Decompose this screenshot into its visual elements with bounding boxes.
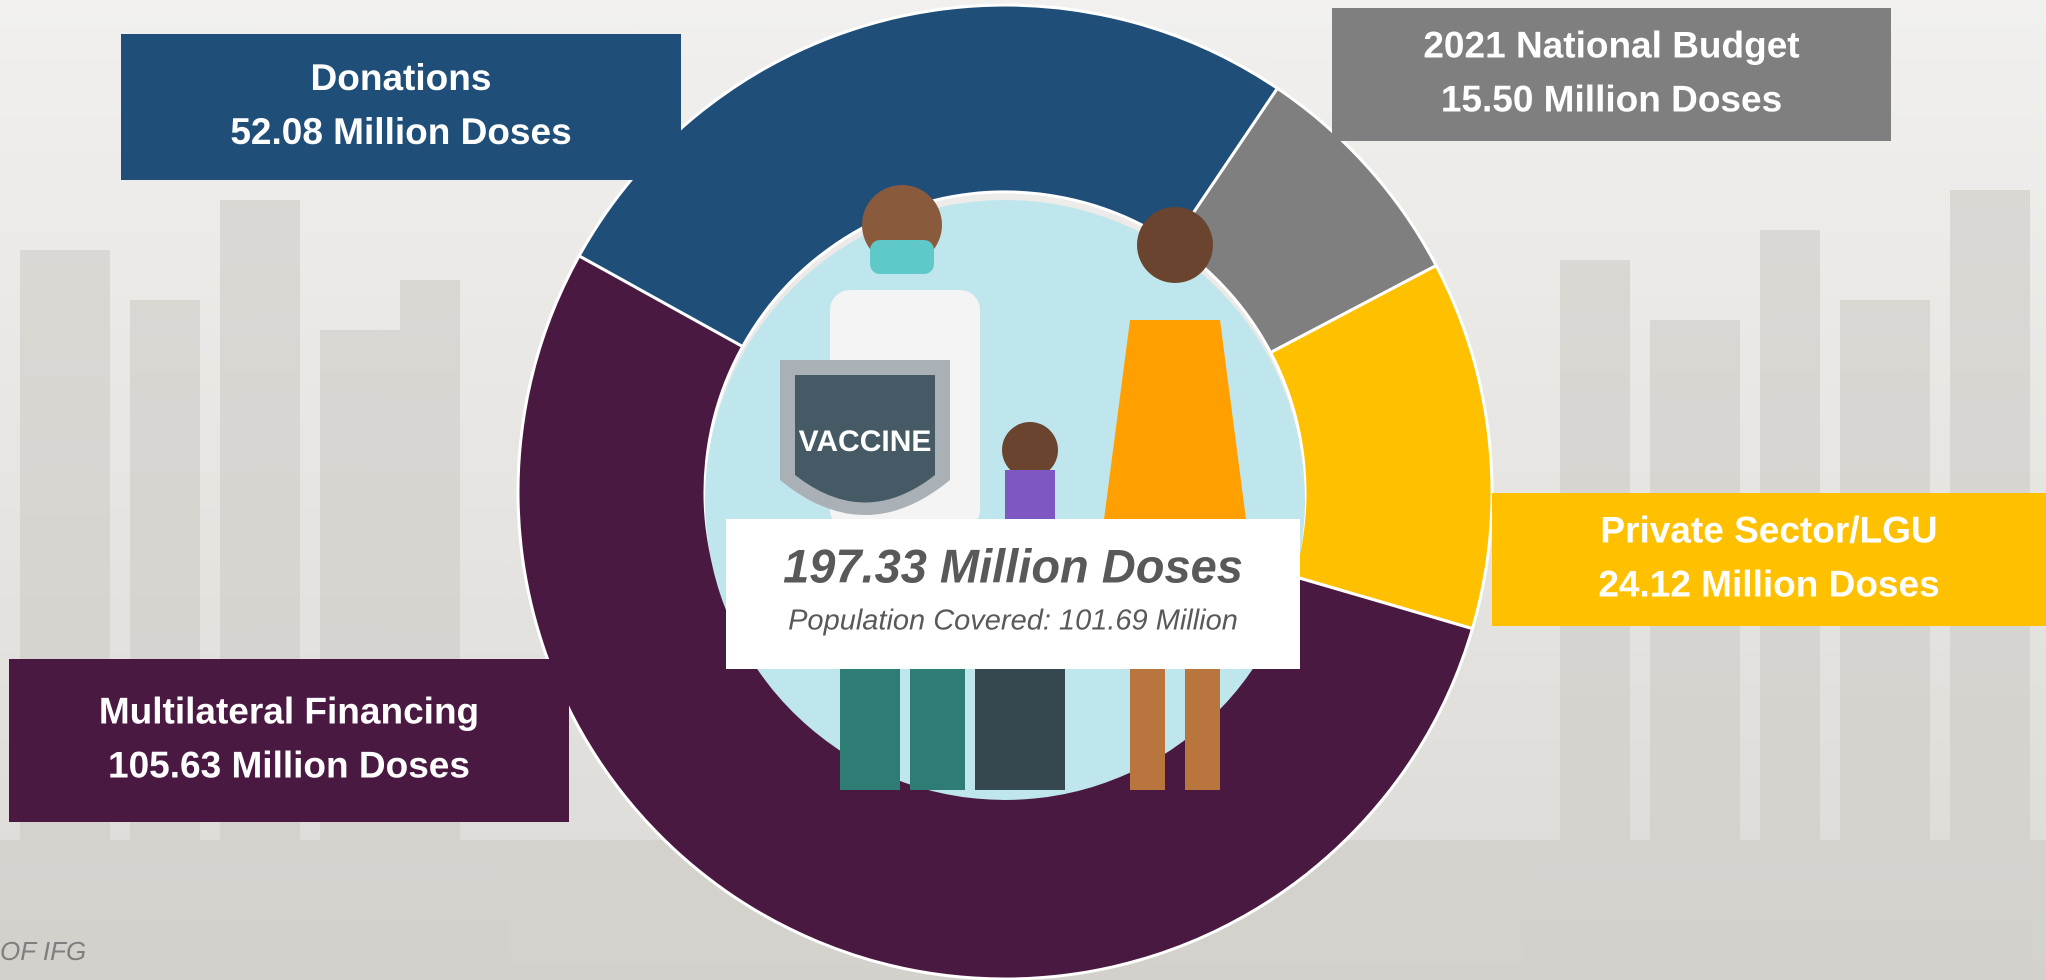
segment-name: Private Sector/LGU	[1600, 509, 1937, 550]
segment-value: 15.50 Million Doses	[1441, 78, 1782, 119]
label-box	[9, 659, 569, 822]
segment-name: Donations	[311, 57, 492, 98]
donut	[516, 3, 1494, 980]
label-box	[1332, 8, 1891, 141]
label-box	[1492, 493, 2046, 626]
segment-name: Multilateral Financing	[99, 690, 479, 731]
label-box	[121, 34, 681, 180]
center-box	[726, 519, 1300, 669]
center-title: 197.33 Million Doses	[783, 539, 1243, 592]
segment-value: 105.63 Million Doses	[108, 744, 470, 785]
segment-value: 24.12 Million Doses	[1598, 563, 1939, 604]
source: OF IFG	[0, 936, 86, 966]
center-subtitle: Population Covered: 101.69 Million	[788, 605, 1238, 637]
segment-name: 2021 National Budget	[1423, 24, 1799, 65]
donut-segment	[1268, 263, 1494, 631]
segment-value: 52.08 Million Doses	[230, 111, 571, 152]
shield-label: VACCINE	[799, 425, 932, 458]
